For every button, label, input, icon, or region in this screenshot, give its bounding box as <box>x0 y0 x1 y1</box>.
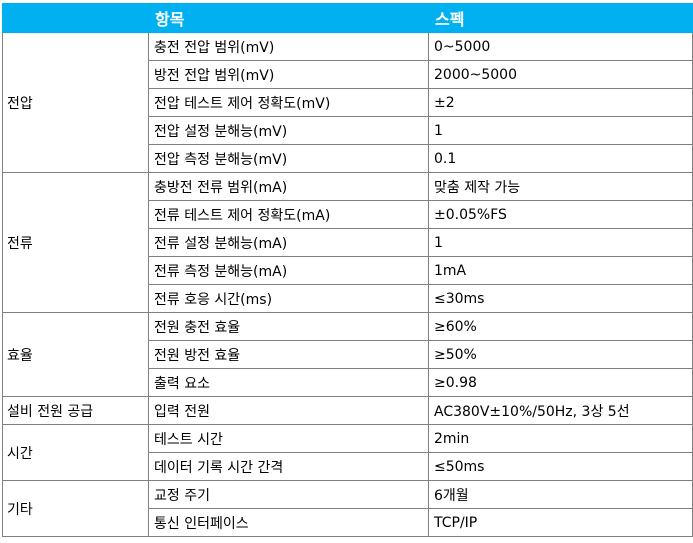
item-cell: 방전 전압 범위(mV) <box>148 60 429 89</box>
spec-cell: 맞춤 제작 가능 <box>428 172 693 201</box>
item-cell: 전압 설정 분해능(mV) <box>148 116 429 145</box>
item-cell: 교정 주기 <box>148 480 429 509</box>
spec-cell: ≤30ms <box>428 284 693 313</box>
spec-cell: ≤50ms <box>428 452 693 481</box>
item-cell: 입력 전원 <box>148 396 429 425</box>
item-cell: 전류 측정 분해능(mA) <box>148 256 429 285</box>
spec-cell: 1mA <box>428 256 693 285</box>
category-cell: 전압 <box>2 32 149 173</box>
category-cell: 효율 <box>2 312 149 397</box>
item-cell: 전원 충전 효율 <box>148 312 429 341</box>
spec-cell: ≥50% <box>428 340 693 369</box>
table-row: 전압 테스트 제어 정확도(mV) ±2 <box>3 88 693 117</box>
category-cell: 기타 <box>2 480 149 537</box>
table-row: 기타 교정 주기 6개월 <box>2 480 693 537</box>
table-row: 전압 충전 전압 범위(mV) 0~5000 <box>2 32 693 173</box>
header-category <box>2 3 149 33</box>
table-row: 전류 설정 분해능(mA) 1 <box>3 228 693 257</box>
spec-cell: TCP/IP <box>428 508 693 537</box>
table-row: 설비 전원 공급 입력 전원 AC380V±10%/50Hz, 3상 5선 <box>2 396 693 425</box>
spec-table-body: 전압 충전 전압 범위(mV) 0~5000 방전 전압 범위(mV) 2000~500… <box>2 32 693 537</box>
item-cell: 통신 인터페이스 <box>148 508 429 537</box>
spec-cell: 0~5000 <box>428 32 693 61</box>
spec-cell: AC380V±10%/50Hz, 3상 5선 <box>428 396 693 425</box>
spec-cell: ≥0.98 <box>428 368 693 397</box>
item-cell: 충방전 전류 범위(mA) <box>148 172 429 201</box>
header-spec: 스펙 <box>428 3 693 33</box>
spec-cell: 6개월 <box>428 480 693 509</box>
table-row: 전류 테스트 제어 정확도(mA) ±0.05%FS <box>3 200 693 229</box>
spec-cell: 1 <box>428 228 693 257</box>
spec-cell: ≥60% <box>428 312 693 341</box>
category-cell: 설비 전원 공급 <box>2 396 149 425</box>
spec-table: 항목 스펙 전압 충전 전압 범위(mV) 0~5000 방전 전압 범위(mV) 20… <box>2 3 693 537</box>
table-row: 전류 충방전 전류 범위(mA) 맞춤 제작 가능 <box>2 172 693 313</box>
table-row: 전압 측정 분해능(mV) 0.1 <box>3 144 693 173</box>
table-row: 전류 호응 시간(ms) ≤30ms <box>3 284 693 313</box>
header-item: 항목 <box>148 3 429 33</box>
spec-cell: 0.1 <box>428 144 693 173</box>
table-row: 전원 방전 효율 ≥50% <box>3 340 693 369</box>
spec-cell: 2min <box>428 424 693 453</box>
table-row: 데이터 기록 시간 간격 ≤50ms <box>3 452 693 481</box>
item-cell: 전류 설정 분해능(mA) <box>148 228 429 257</box>
item-cell: 전원 방전 효율 <box>148 340 429 369</box>
item-cell: 전압 테스트 제어 정확도(mV) <box>148 88 429 117</box>
table-row: 출력 요소 ≥0.98 <box>3 368 693 397</box>
table-row: 전압 설정 분해능(mV) 1 <box>3 116 693 145</box>
item-cell: 테스트 시간 <box>148 424 429 453</box>
item-cell: 전압 측정 분해능(mV) <box>148 144 429 173</box>
spec-cell: ±2 <box>428 88 693 117</box>
item-cell: 데이터 기록 시간 간격 <box>148 452 429 481</box>
item-cell: 출력 요소 <box>148 368 429 397</box>
item-cell: 전류 호응 시간(ms) <box>148 284 429 313</box>
header-row: 항목 스펙 <box>2 3 693 33</box>
table-row: 방전 전압 범위(mV) 2000~5000 <box>3 60 693 89</box>
spec-cell: 1 <box>428 116 693 145</box>
category-cell: 전류 <box>2 172 149 313</box>
spec-cell: 2000~5000 <box>428 60 693 89</box>
table-row: 시간 테스트 시간 2min <box>2 424 693 481</box>
table-row: 통신 인터페이스 TCP/IP <box>3 508 693 537</box>
item-cell: 충전 전압 범위(mV) <box>148 32 429 61</box>
table-row: 효율 전원 충전 효율 ≥60% <box>2 312 693 397</box>
spec-cell: ±0.05%FS <box>428 200 693 229</box>
item-cell: 전류 테스트 제어 정확도(mA) <box>148 200 429 229</box>
category-cell: 시간 <box>2 424 149 481</box>
